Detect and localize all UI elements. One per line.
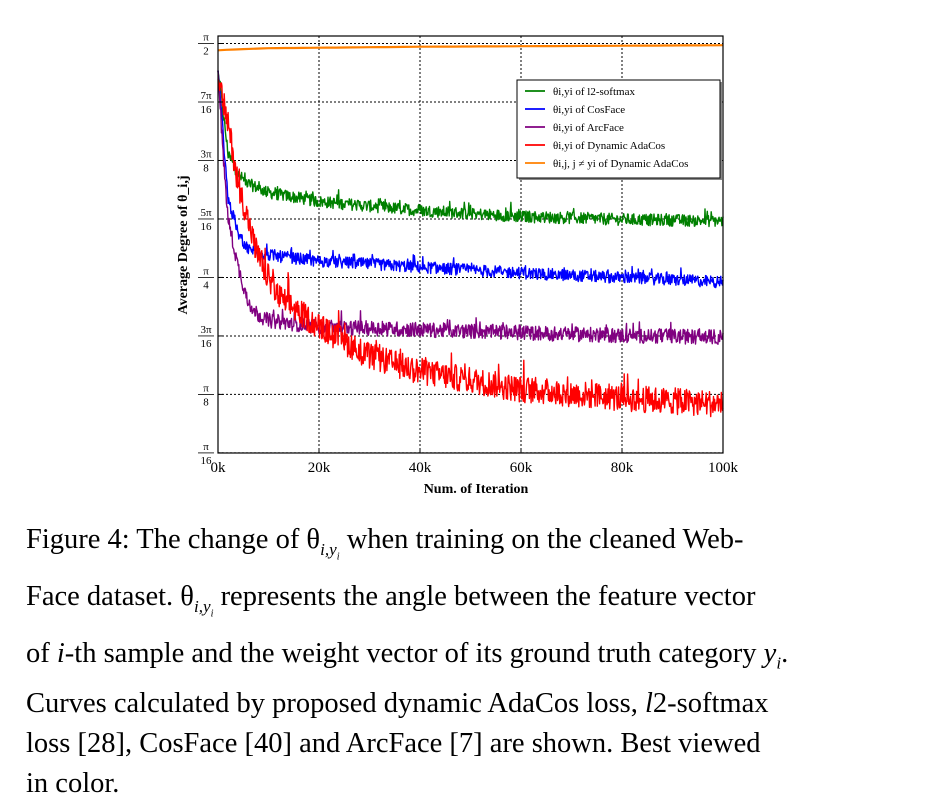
series-line <box>217 79 724 418</box>
caption-line-5: loss [28], CosFace [40] and ArcFace [7] … <box>26 727 761 759</box>
legend-label: θi,yi of ArcFace <box>553 122 624 134</box>
x-tick-label: 80k <box>611 460 634 476</box>
x-tick-label: 40k <box>409 460 432 476</box>
y-tick-label-numerator: π <box>203 265 209 277</box>
y-tick-label-denominator: 16 <box>201 455 213 467</box>
caption-line-2: Face dataset. θi,yi represents the angle… <box>26 581 756 620</box>
x-tick-label: 100k <box>708 460 739 476</box>
y-tick-label-denominator: 8 <box>203 162 209 174</box>
x-tick-label: 60k <box>510 460 533 476</box>
y-tick-label-numerator: π <box>203 32 209 44</box>
legend-label: θi,yi of Dynamic AdaCos <box>553 140 665 152</box>
y-tick-label-numerator: 3π <box>200 324 212 336</box>
y-tick-label-denominator: 4 <box>203 279 209 291</box>
y-tick-label-numerator: 7π <box>200 90 212 102</box>
axis-ticks: 0k 20k 40k 60k 80k 100k π 2 7π 16 3π 8 5π 16 π 4 3π 16 π 8 π… <box>198 32 739 476</box>
legend-box <box>516 79 721 179</box>
y-tick-label-denominator: 2 <box>203 46 209 58</box>
caption-line-3: of i-th sample and the weight vector of … <box>26 638 789 673</box>
legend-label: θi,j, j ≠ yi of Dynamic AdaCos <box>553 158 688 170</box>
y-tick-label-numerator: 5π <box>200 207 212 219</box>
y-tick-label-denominator: 16 <box>201 338 213 350</box>
legend-label: θi,yi of l2-softmax <box>553 86 635 98</box>
x-axis-label: Num. of Iteration <box>424 482 529 497</box>
series-line <box>217 70 724 345</box>
caption-line-6: in color. <box>26 767 120 799</box>
series-lines <box>217 44 724 418</box>
series-line <box>217 44 724 52</box>
x-tick-label: 20k <box>308 460 331 476</box>
y-tick-label-numerator: π <box>203 382 209 394</box>
x-tick-label: 0k <box>211 460 227 476</box>
y-tick-label-denominator: 16 <box>201 221 213 233</box>
series-line <box>217 70 724 289</box>
caption-line-4: Curves calculated by proposed dynamic Ad… <box>26 687 769 719</box>
series-line <box>217 70 724 228</box>
legend: θi,yi of l2-softmax θi,yi of CosFace θi,yi… <box>516 79 722 180</box>
legend-label: θi,yi of CosFace <box>553 104 625 116</box>
y-tick-label-numerator: 3π <box>200 148 212 160</box>
figure-caption: Figure 4: The change of θi,yi when train… <box>26 520 906 804</box>
y-axis-label: Average Degree of θ_i,j <box>176 176 191 315</box>
y-tick-label-numerator: π <box>203 441 209 453</box>
y-tick-label-denominator: 16 <box>201 104 213 116</box>
line-chart: 0k 20k 40k 60k 80k 100k π 2 7π 16 3π 8 5π 16 π 4 3π 16 π 8 π… <box>176 32 739 497</box>
caption-line-1: Figure 4: The change of θi,yi when train… <box>26 524 744 563</box>
plot-frame <box>217 35 724 454</box>
y-tick-label-denominator: 8 <box>203 396 209 408</box>
